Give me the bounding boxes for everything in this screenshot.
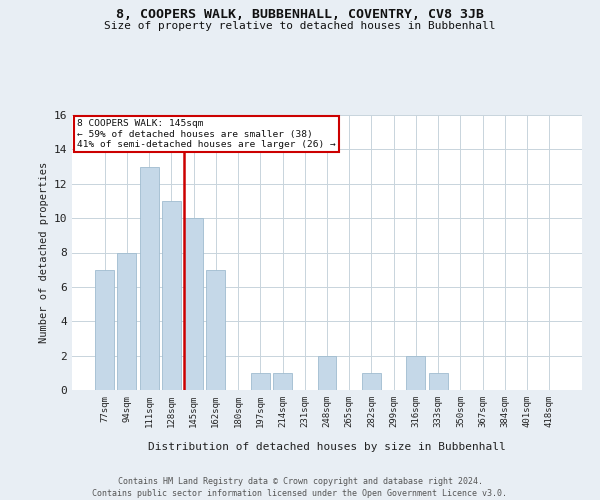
- Text: Size of property relative to detached houses in Bubbenhall: Size of property relative to detached ho…: [104, 21, 496, 31]
- Bar: [362, 373, 381, 390]
- Bar: [317, 356, 337, 390]
- Bar: [162, 201, 181, 390]
- Bar: [184, 218, 203, 390]
- Bar: [95, 270, 114, 390]
- Bar: [118, 252, 136, 390]
- Y-axis label: Number of detached properties: Number of detached properties: [40, 162, 49, 343]
- Bar: [429, 373, 448, 390]
- Text: Distribution of detached houses by size in Bubbenhall: Distribution of detached houses by size …: [148, 442, 506, 452]
- Bar: [140, 166, 158, 390]
- Bar: [273, 373, 292, 390]
- Bar: [251, 373, 270, 390]
- Text: 8, COOPERS WALK, BUBBENHALL, COVENTRY, CV8 3JB: 8, COOPERS WALK, BUBBENHALL, COVENTRY, C…: [116, 8, 484, 20]
- Bar: [206, 270, 225, 390]
- Text: Contains public sector information licensed under the Open Government Licence v3: Contains public sector information licen…: [92, 489, 508, 498]
- Text: 8 COOPERS WALK: 145sqm
← 59% of detached houses are smaller (38)
41% of semi-det: 8 COOPERS WALK: 145sqm ← 59% of detached…: [77, 119, 336, 149]
- Text: Contains HM Land Registry data © Crown copyright and database right 2024.: Contains HM Land Registry data © Crown c…: [118, 478, 482, 486]
- Bar: [406, 356, 425, 390]
